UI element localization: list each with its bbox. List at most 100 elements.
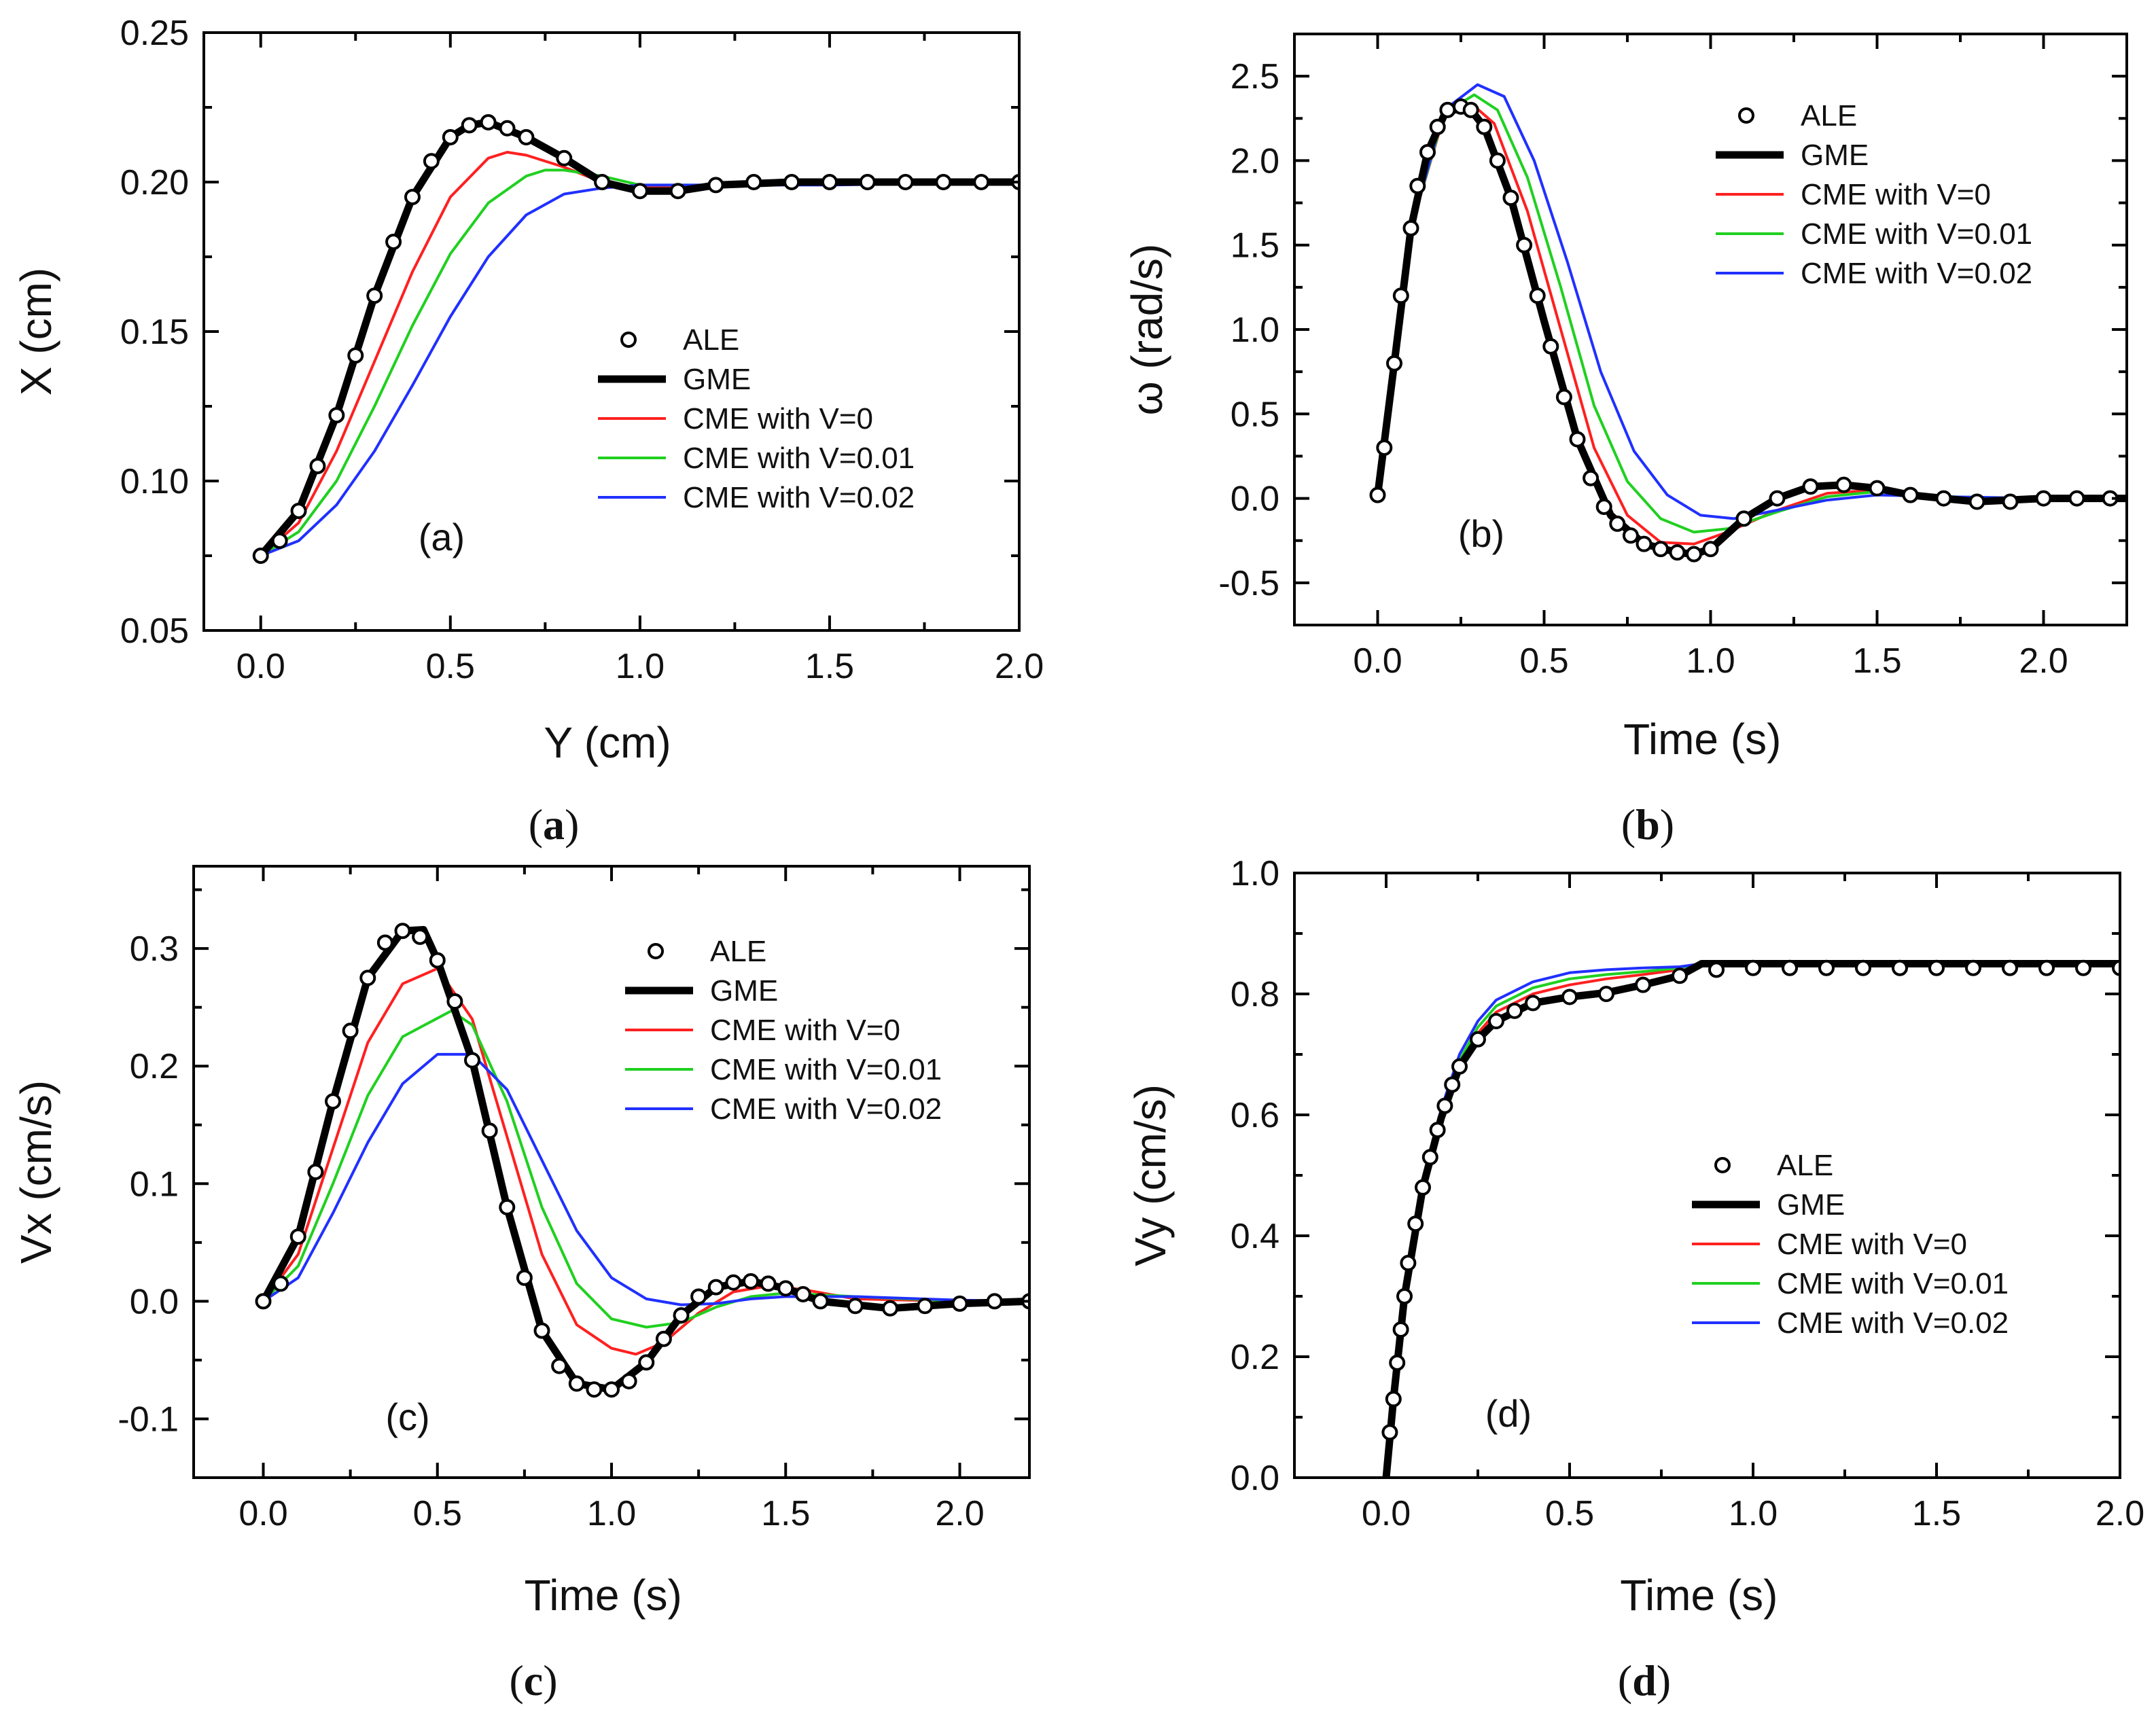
panel-d: 0.0 0.5 1.0 1.5 2.0 0.0 0.2 0.4 0.6 0.8 1.0 Time (s… [1126,854,2144,1705]
y-tick-label: 0.6 [1231,1096,1279,1135]
data-point-ale [516,1269,533,1286]
data-point-ale [1595,499,1612,515]
series-line-gme [1382,960,2120,1478]
panel-a-series [252,114,1019,564]
data-point-ale [1392,1321,1409,1338]
caption-letter: d [1632,1656,1657,1705]
data-point-ale [1516,236,1533,253]
data-point-ale [897,174,914,190]
caption-letter: c [524,1656,543,1705]
data-point-ale [461,117,478,134]
data-point-ale [464,1052,480,1069]
legend-label-gme: GME [1801,139,1869,172]
x-tick-label: 0.5 [1545,1494,1594,1533]
y-tick-label: 0.4 [1231,1217,1279,1256]
panel-caption: (d) [1618,1656,1671,1705]
data-point-ale [1489,152,1506,169]
data-point-ale [917,1298,934,1315]
data-point-ale [325,1093,341,1110]
x-tick-label: 0.5 [426,647,475,686]
data-point-ale [847,1298,864,1315]
data-point-ale [777,1280,794,1297]
data-point-ale [1407,1215,1424,1232]
x-tick-label: 1.0 [616,647,665,686]
y-tick-label: 0.2 [130,1047,179,1086]
series-ale [255,923,1029,1398]
y-tick-label: 0.0 [130,1282,179,1321]
legend-label-cme-with-v-0-02: CME with V=0.02 [683,481,915,514]
data-point-ale [442,129,459,145]
data-point-ale [1396,1288,1413,1304]
x-tick-label: 0.0 [238,1494,287,1533]
panel-b-series [1369,83,2127,563]
data-point-ale [307,1164,324,1180]
data-point-ale [1686,546,1702,563]
panel-caption: (c) [509,1656,557,1705]
x-tick-label: 1.5 [1912,1494,1961,1533]
data-point-ale [1835,476,1852,493]
data-point-ale [481,1122,498,1139]
data-point-ale [707,177,724,194]
data-point-ale [655,1330,672,1347]
data-point-ale [638,1354,655,1371]
legend-label-cme-with-v-0: CME with V=0 [1777,1228,1967,1261]
data-point-ale [2002,493,2019,510]
data-point-ale [669,183,686,200]
data-point-ale [1409,177,1426,194]
data-point-ale [499,120,516,137]
legend: ALE GME CME with V=0 CME with V=0.01 CME wit… [598,323,915,514]
data-point-ale [1968,493,1985,510]
legend-swatch-ale [1714,1157,1731,1173]
panel-annotation: (a) [419,516,465,558]
data-point-ale [1892,959,1908,976]
y-tick-label: -0.1 [118,1400,179,1439]
legend-label-cme-with-v-0-01: CME with V=0.01 [1801,217,2032,251]
data-point-ale [1622,527,1639,544]
data-point-ale [1476,118,1493,135]
data-point-ale [1745,959,1761,976]
data-point-ale [2112,959,2120,976]
data-point-ale [1818,959,1835,976]
x-tick-label: 2.0 [2096,1494,2144,1533]
data-point-ale [404,189,421,205]
data-point-ale [1385,1391,1402,1408]
x-tick-label: 1.5 [805,647,854,686]
series-ale [252,114,1019,564]
data-point-ale [1506,1002,1523,1019]
series-line-cme-with-v-0-02 [262,1052,1029,1306]
data-point-ale [272,1275,289,1292]
caption-open-paren: ( [1618,1656,1632,1705]
x-tick-label: 1.0 [587,1494,636,1533]
x-tick-label: 1.5 [761,1494,810,1533]
data-point-ale [1470,1031,1486,1048]
data-point-ale [2002,959,2018,976]
data-point-ale [794,1286,811,1302]
legend-label-ale: ALE [710,935,766,968]
data-point-ale [1525,995,1541,1012]
caption-close-paren: ) [565,800,579,849]
y-tick-label: 1.0 [1231,854,1279,893]
panel-d-series [1381,959,2120,1478]
data-point-ale [1386,355,1402,372]
legend-label-cme-with-v-0: CME with V=0 [683,402,873,435]
data-point-ale [603,1381,620,1398]
y-tick-label: 0.2 [1231,1338,1279,1377]
data-point-ale [1439,101,1456,118]
data-point-ale [347,347,364,364]
legend-label-gme: GME [683,363,751,396]
panel-annotation: (d) [1485,1392,1532,1435]
y-axis-label: Vx (cm/s) [12,1080,60,1264]
legend-swatch-ale [1738,107,1754,124]
data-point-ale [1702,541,1719,558]
legend-label-cme-with-v-0-02: CME with V=0.02 [1777,1306,2009,1340]
legend-label-cme-with-v-0-01: CME with V=0.01 [1777,1267,2009,1300]
caption-close-paren: ) [543,1656,557,1705]
data-point-ale [2038,959,2055,976]
data-point-ale [821,174,838,190]
panel-annotation: (b) [1458,512,1504,555]
data-point-ale [620,1373,637,1390]
data-point-ale [1583,469,1600,486]
panel-b: 0.0 0.5 1.0 1.5 2.0 -0.5 0.0 0.5 1.0 1.5 2.0 2.5 Tim… [1123,33,2128,849]
data-point-ale [760,1275,777,1292]
data-point-ale [1555,389,1572,406]
